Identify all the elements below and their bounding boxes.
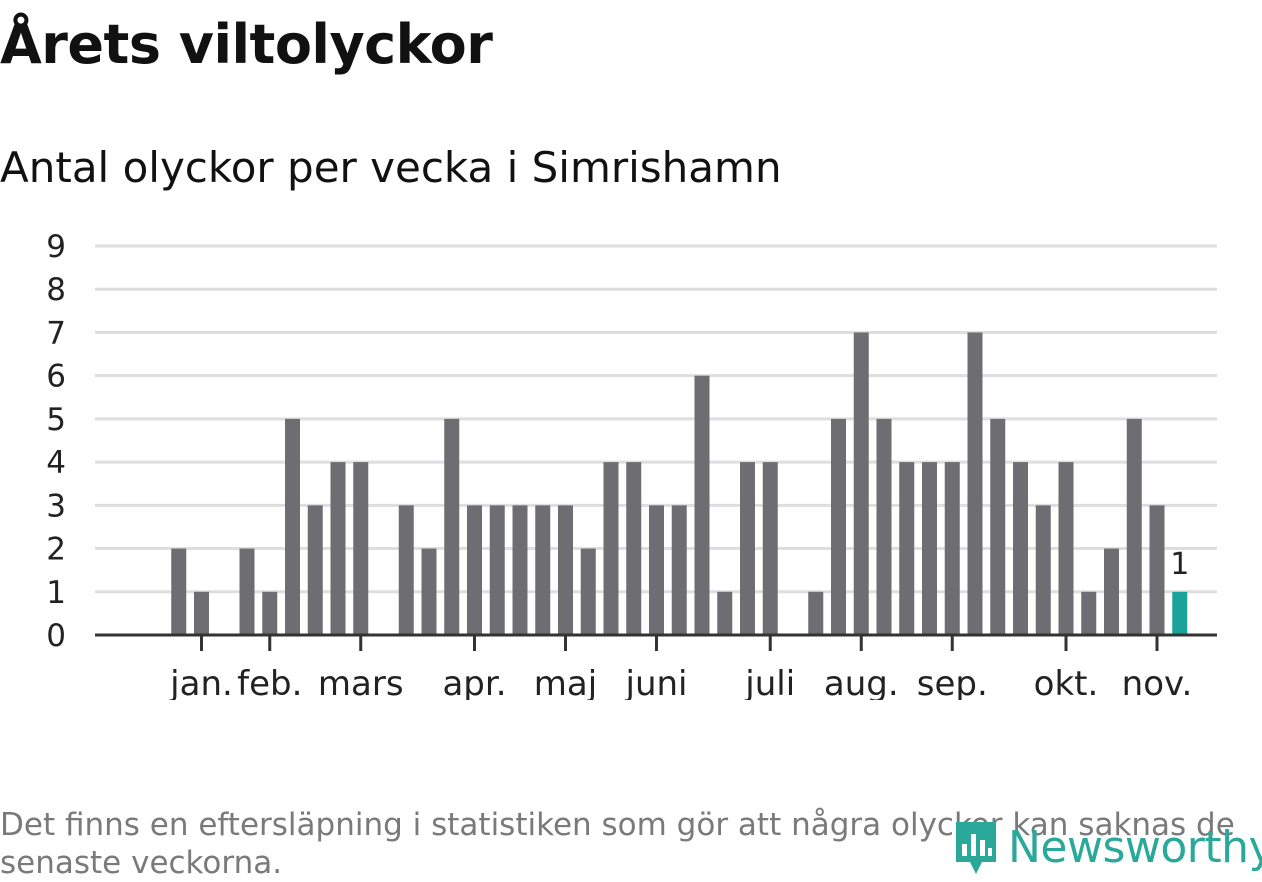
y-tick-label: 4: [46, 445, 66, 481]
annotations: 1: [1170, 547, 1189, 582]
bar: [535, 505, 551, 635]
x-tick-label: aug.: [824, 664, 899, 700]
bar: [1081, 591, 1097, 635]
bar: [1013, 462, 1028, 635]
x-tick-label: okt.: [1034, 664, 1099, 700]
x-axis: jan. feb. mars apr. maj juni juli aug. sep. okt. n…: [95, 633, 1217, 700]
x-tick-label: maj: [534, 664, 597, 700]
bar: [831, 418, 846, 635]
data-label: 1: [1170, 547, 1189, 582]
bar: [990, 418, 1006, 635]
bar: [1126, 418, 1142, 635]
chart-subtitle: Antal olyckor per vecka i Simrishamn: [0, 143, 782, 192]
bar: [194, 591, 209, 635]
bar: [967, 332, 983, 635]
bars: [171, 332, 1188, 635]
bar: [694, 375, 710, 635]
bar: [285, 418, 300, 635]
bar: [762, 462, 778, 635]
bar: [353, 462, 369, 635]
bar: [876, 418, 892, 635]
bar: [239, 548, 255, 635]
bar: [421, 548, 437, 635]
y-tick-label: 6: [46, 359, 66, 395]
bar: [262, 591, 278, 635]
bar: [717, 591, 733, 635]
bar: [740, 462, 755, 635]
x-tick-label: nov.: [1122, 664, 1193, 700]
bar: [580, 548, 596, 635]
bar: [558, 505, 573, 635]
bar: [398, 505, 414, 635]
y-tick-label: 5: [46, 402, 66, 438]
bar: [671, 505, 687, 635]
x-tick-label: mars: [318, 664, 404, 700]
bar: [171, 548, 187, 635]
bar: [626, 462, 642, 635]
brand-logo: Newsworthy: [952, 818, 1262, 878]
bar: [1058, 462, 1074, 635]
bar: [1104, 548, 1119, 635]
bar: [444, 418, 460, 635]
y-tick-label: 9: [46, 229, 66, 265]
y-tick-label: 8: [46, 272, 66, 308]
bar: [512, 505, 528, 635]
y-tick-label: 2: [46, 532, 66, 568]
x-tick-label: jan.: [169, 664, 233, 700]
bar: [649, 505, 664, 635]
y-tick-label: 0: [46, 618, 66, 654]
y-axis-labels: 0 1 2 3 4 5 6 7 8 9: [46, 229, 66, 654]
bar: [808, 591, 824, 635]
bar: [853, 332, 869, 635]
bar: [307, 505, 323, 635]
bar: [467, 505, 482, 635]
brand-name: Newsworthy: [1008, 822, 1262, 873]
bar: [330, 462, 346, 635]
bar: [944, 462, 960, 635]
bar: [1035, 505, 1051, 635]
bar: [1149, 505, 1165, 635]
x-tick-label: feb.: [237, 664, 302, 700]
x-tick-label: sep.: [917, 664, 988, 700]
x-tick-label: juni: [625, 664, 688, 700]
grid-lines: [95, 244, 1217, 594]
bar-chart: 0 1 2 3 4 5 6 7 8 9 jan. feb. mars apr. maj juni juli au…: [46, 229, 1217, 700]
chart-title: Årets viltolyckor: [0, 13, 493, 76]
y-tick-label: 3: [46, 488, 66, 524]
bar: [489, 505, 505, 635]
bar: [899, 462, 915, 635]
y-tick-label: 1: [46, 575, 66, 611]
x-tick-label: apr.: [442, 664, 506, 700]
footnote: Det finns en eftersläpning i statistiken…: [0, 807, 1235, 881]
bar: [922, 462, 937, 635]
bar: [1172, 591, 1188, 635]
bar-chart-pin-icon: [956, 822, 996, 874]
y-tick-label: 7: [46, 315, 66, 351]
x-tick-label: juli: [744, 664, 795, 700]
bar: [603, 462, 619, 635]
